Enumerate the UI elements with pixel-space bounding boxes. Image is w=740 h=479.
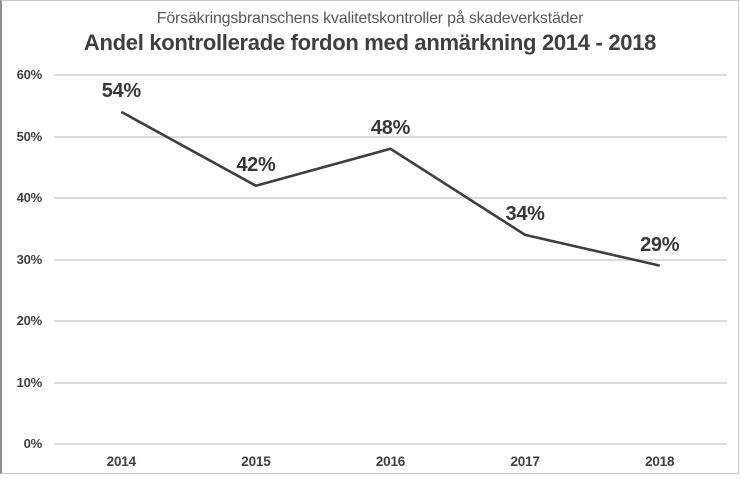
data-label: 29% (640, 233, 680, 256)
y-tick-label: 50% (16, 128, 43, 144)
y-tick-label: 10% (16, 374, 43, 390)
y-tick-label: 60% (16, 67, 43, 82)
y-tick-label: 0% (23, 436, 43, 451)
data-label: 34% (505, 202, 545, 225)
chart-supertitle: Försäkringsbranschens kvalitetskontrolle… (156, 10, 584, 27)
gridline (54, 258, 727, 261)
data-label: 48% (370, 116, 411, 139)
data-label: 54% (101, 79, 141, 102)
gridline (54, 320, 727, 322)
gridline (54, 74, 727, 76)
data-label: 42% (236, 153, 276, 176)
y-tick-label: 40% (16, 190, 43, 205)
y-tick-label: 30% (16, 251, 43, 267)
x-tick-label: 2018 (645, 454, 675, 469)
x-tick-label: 2016 (375, 454, 406, 469)
x-tick-label: 2017 (510, 454, 540, 469)
x-tick-label: 2014 (106, 454, 136, 469)
gridline (54, 381, 727, 384)
gridline (54, 197, 727, 199)
chart-title: Andel kontrollerade fordon med anmärknin… (83, 30, 657, 55)
gridline (54, 443, 727, 445)
x-tick-label: 2015 (241, 454, 271, 469)
y-tick-label: 20% (16, 313, 43, 328)
